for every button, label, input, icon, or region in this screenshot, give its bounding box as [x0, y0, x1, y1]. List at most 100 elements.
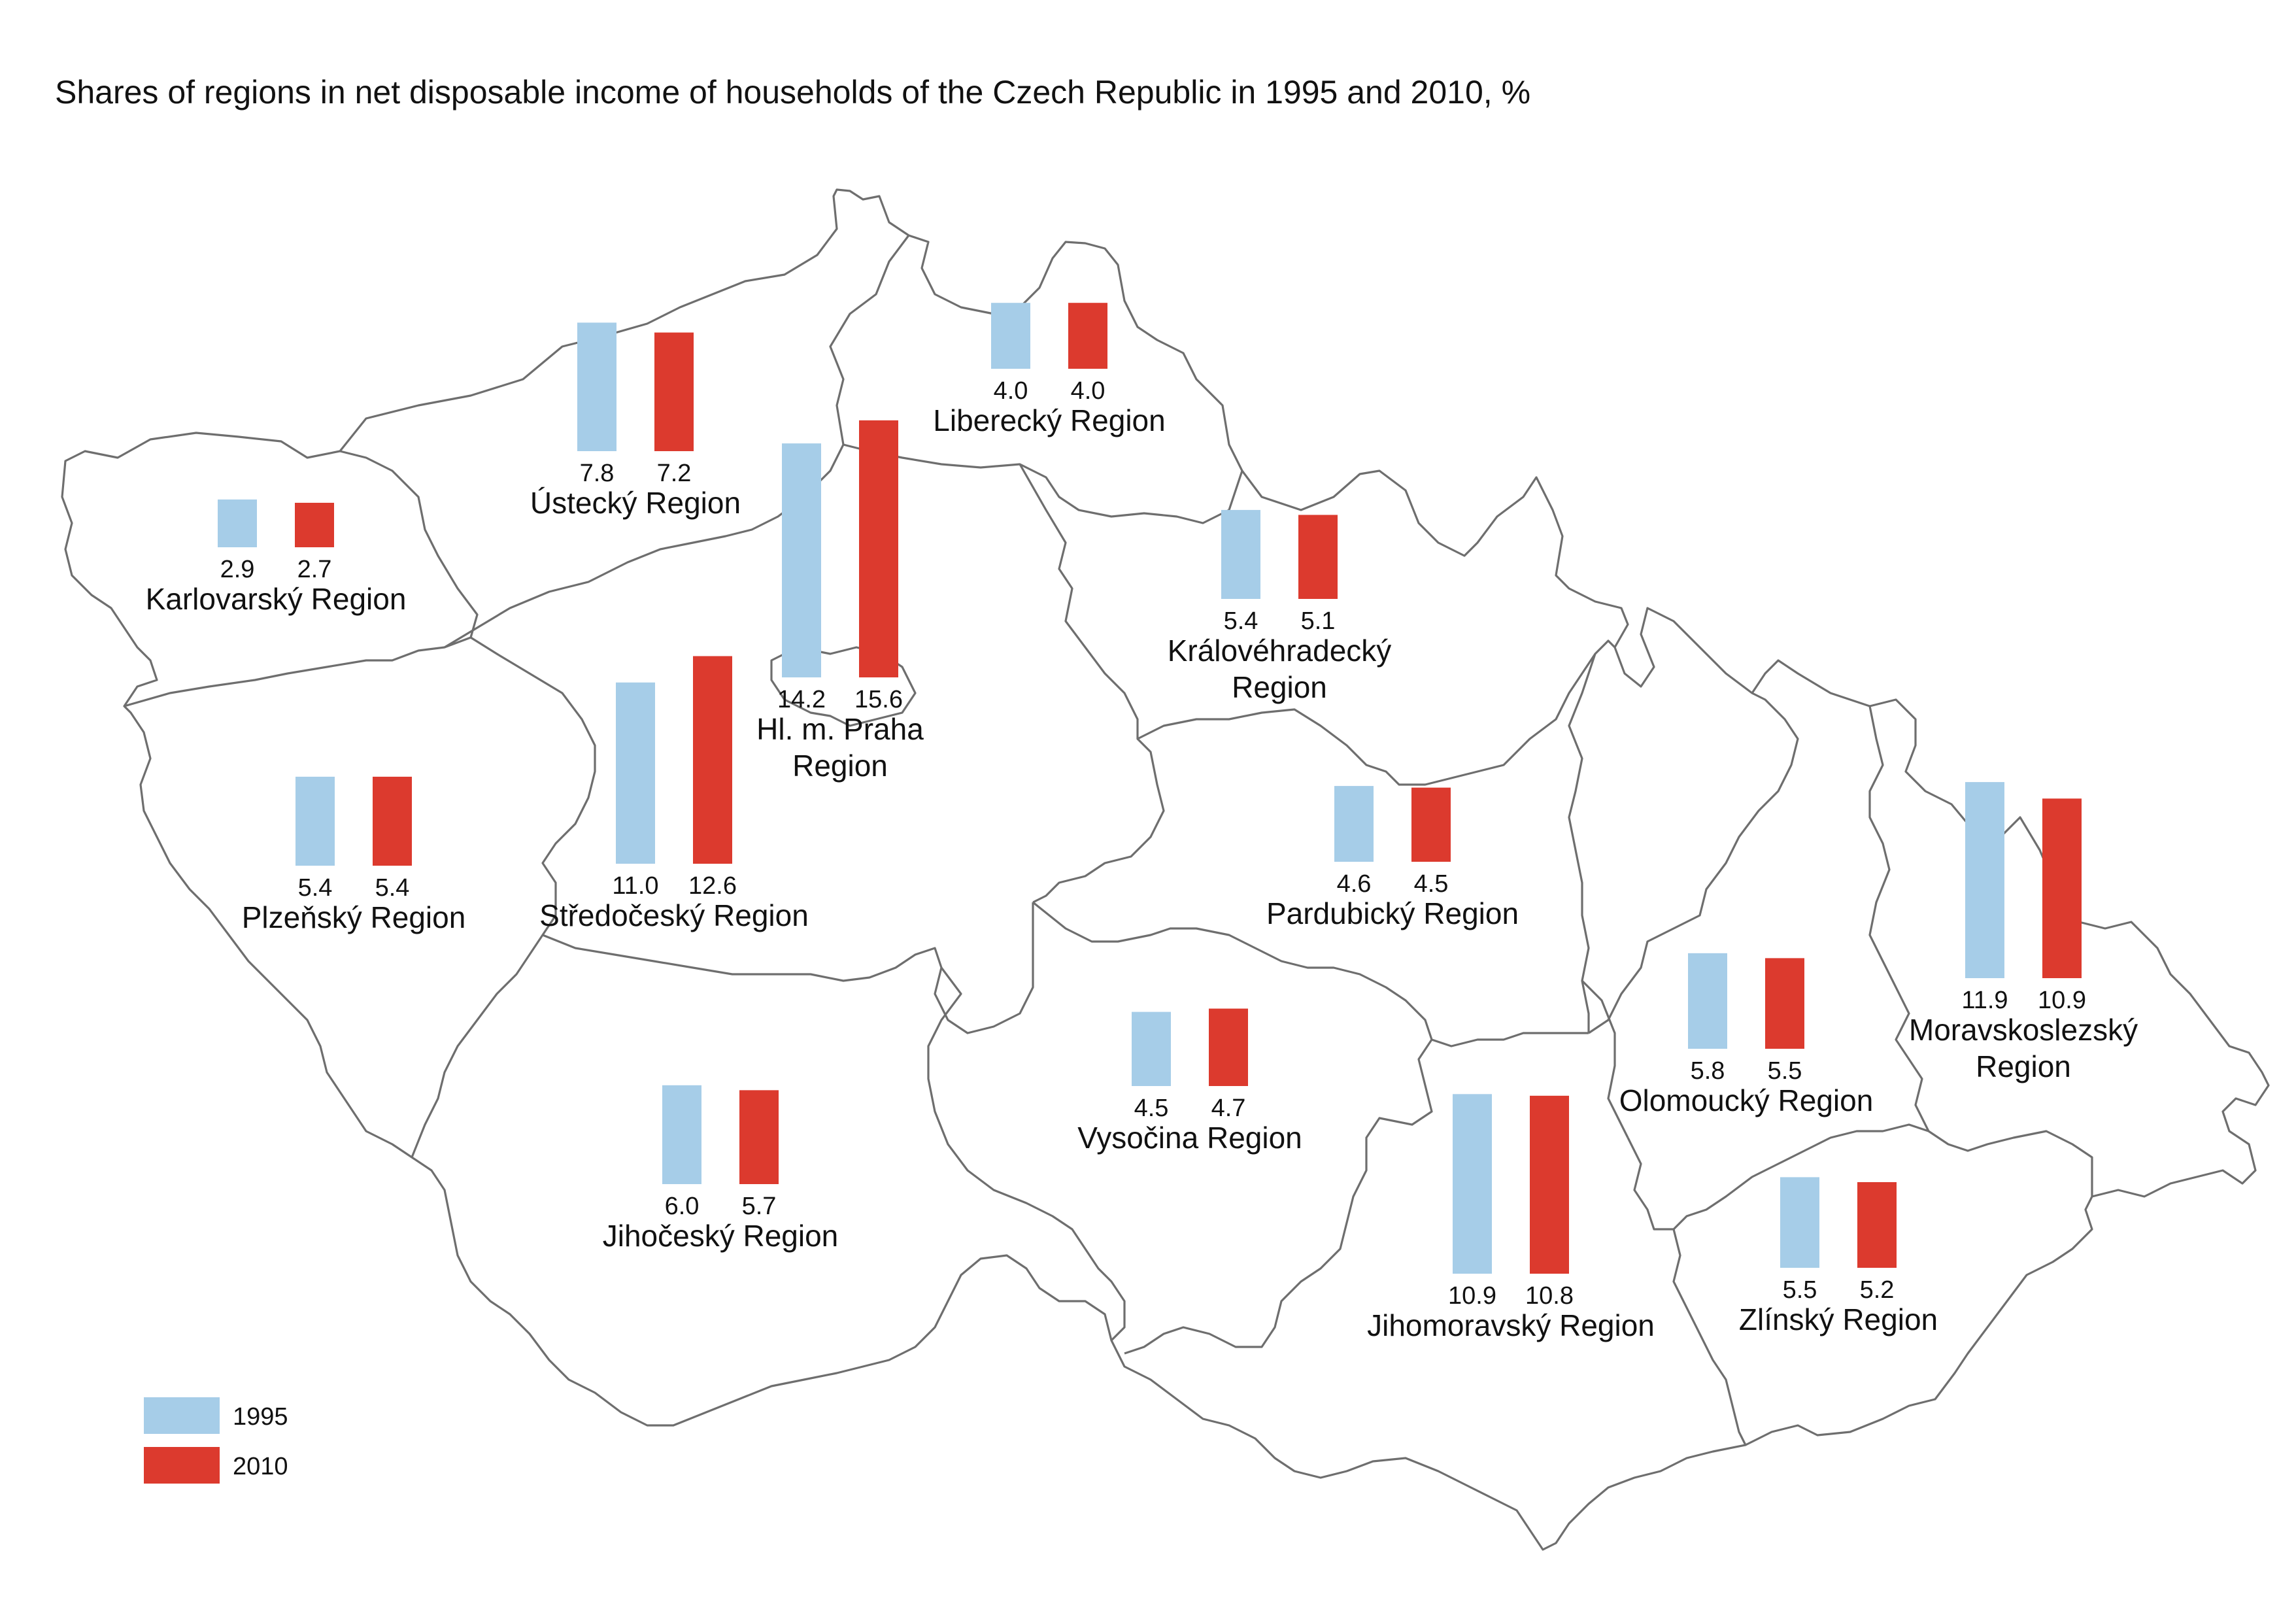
value-label-pardubick-region-2010: 4.5	[1414, 870, 1449, 898]
bar-moravskoslezsk-region-2010	[2042, 798, 2082, 978]
region-name-vyso-ina-region: Vysočina Region	[1077, 1121, 1302, 1155]
bar-layer	[218, 303, 2082, 1274]
border-vysocina-north	[1032, 901, 1589, 1047]
chart-title: Shares of regions in net disposable inco…	[55, 74, 1531, 110]
border-zlinsky	[1627, 1123, 1929, 1231]
bar-hl-m-praha-region-2010	[859, 420, 898, 677]
border-ustecky	[444, 235, 910, 649]
value-label-pardubick-region-1995: 4.6	[1337, 870, 1372, 898]
value-label-moravskoslezsk-region-1995: 11.9	[1961, 987, 2008, 1014]
bar-plze-sk-region-2010	[373, 776, 412, 866]
border-praha	[770, 646, 917, 727]
value-label-jihomoravsk-region-1995: 10.9	[1448, 1282, 1496, 1310]
bar-jihomoravsk-region-2010	[1530, 1095, 1569, 1274]
bar-hl-m-praha-region-1995	[782, 443, 821, 677]
region-name-pardubick-region: Pardubický Region	[1266, 896, 1519, 930]
border-stredocesky-south	[542, 902, 1034, 1034]
bar-moravskoslezsk-region-1995	[1965, 782, 2004, 978]
bar-pardubick-region-2010	[1411, 787, 1451, 862]
border-olomoucky-moravsko	[1868, 706, 2093, 1197]
region-name-plze-sk-region: Plzeňský Region	[242, 900, 466, 934]
region-name-hl-m-praha-region-line1: Hl. m. Praha	[756, 712, 924, 746]
value-label-st-edo-esk-region-1995: 11.0	[612, 872, 658, 900]
border-jihomoravsky-west	[1124, 1039, 1433, 1355]
legend-swatch-2010	[144, 1447, 220, 1484]
region-name-moravskoslezsk-region-line2: Region	[1976, 1049, 2071, 1083]
region-name--steck-region: Ústecký Region	[530, 486, 741, 520]
bar-jiho-esk-region-2010	[739, 1090, 779, 1184]
region-name-kr-lov-hradeck-region-line2: Region	[1232, 670, 1327, 704]
bar-st-edo-esk-region-1995	[616, 682, 655, 864]
bar-olomouck-region-2010	[1765, 958, 1804, 1049]
bar-kr-lov-hradeck-region-1995	[1221, 509, 1260, 599]
value-label-karlovarsk-region-2010: 2.7	[297, 556, 332, 583]
bar-plze-sk-region-1995	[295, 776, 335, 866]
value-label-kr-lov-hradeck-region-2010: 5.1	[1301, 607, 1336, 635]
region-name-moravskoslezsk-region-line1: Moravskoslezský	[1909, 1013, 2138, 1047]
border-plzensky-east	[411, 636, 596, 1158]
value-label-hl-m-praha-region-2010: 15.6	[854, 686, 903, 713]
value-label--steck-region-2010: 7.2	[657, 460, 692, 487]
value-label-plze-sk-region-1995: 5.4	[298, 874, 333, 902]
bar-libereck-region-1995	[991, 303, 1030, 369]
value-label-libereck-region-2010: 4.0	[1071, 377, 1106, 405]
border-jihomoravsky-east	[1581, 979, 1629, 1138]
value-label-vyso-ina-region-1995: 4.5	[1134, 1095, 1169, 1122]
bar-vyso-ina-region-2010	[1209, 1008, 1248, 1086]
value-label-st-edo-esk-region-2010: 12.6	[688, 872, 737, 900]
bar-jiho-esk-region-1995	[662, 1085, 701, 1184]
bar-vyso-ina-region-1995	[1132, 1012, 1171, 1086]
bar-zl-nsk-region-1995	[1780, 1177, 1819, 1268]
bar-zl-nsk-region-2010	[1857, 1182, 1897, 1268]
bar-kr-lov-hradeck-region-2010	[1298, 515, 1338, 599]
region-outlines	[61, 188, 2270, 1551]
value-label-olomouck-region-1995: 5.8	[1691, 1057, 1725, 1085]
border-kralovehradecky	[1137, 639, 1616, 786]
value-label-vyso-ina-region-2010: 4.7	[1211, 1095, 1246, 1122]
region-name-olomouck-region: Olomoucký Region	[1619, 1083, 1874, 1117]
value-label-zl-nsk-region-1995: 5.5	[1783, 1276, 1817, 1304]
border-stredocesky-east	[1019, 464, 1165, 904]
border-pardubicky-east	[1568, 653, 1596, 1033]
value-label-hl-m-praha-region-1995: 14.2	[777, 686, 826, 713]
country-border	[61, 188, 2270, 1551]
legend: 1995 2010	[144, 1397, 288, 1484]
value-label-jihomoravsk-region-2010: 10.8	[1525, 1282, 1574, 1310]
bar--steck-region-1995	[577, 322, 616, 451]
region-name-kr-lov-hradeck-region-line1: Královéhradecký	[1168, 634, 1392, 668]
legend-label-1995: 1995	[233, 1403, 288, 1431]
bar-olomouck-region-1995	[1688, 953, 1727, 1049]
region-name-st-edo-esk-region: Středočeský Region	[539, 898, 809, 932]
region-name-jiho-esk-region: Jihočeský Region	[603, 1219, 839, 1253]
region-name-hl-m-praha-region-line2: Region	[792, 749, 888, 783]
value-label-moravskoslezsk-region-2010: 10.9	[2038, 987, 2086, 1014]
bar--steck-region-2010	[654, 332, 694, 451]
bar-pardubick-region-1995	[1334, 786, 1374, 862]
value-label-jiho-esk-region-2010: 5.7	[742, 1193, 777, 1220]
value-label-karlovarsk-region-1995: 2.9	[220, 556, 255, 583]
border-liberecky	[843, 443, 1243, 524]
bar-jihomoravsk-region-1995	[1453, 1094, 1492, 1274]
bar-karlovarsk-region-1995	[218, 499, 257, 547]
legend-swatch-1995	[144, 1397, 220, 1434]
value-label-jiho-esk-region-1995: 6.0	[665, 1193, 700, 1220]
region-name-zl-nsk-region: Zlínský Region	[1739, 1302, 1938, 1336]
border-zlinsky-south	[1672, 1229, 1747, 1446]
border-jihocesky-vysocina	[927, 967, 1126, 1342]
bar-st-edo-esk-region-2010	[693, 656, 732, 864]
value-label-libereck-region-1995: 4.0	[994, 377, 1028, 405]
region-name-libereck-region: Liberecký Region	[933, 403, 1165, 437]
value-label-plze-sk-region-2010: 5.4	[375, 874, 410, 902]
legend-label-2010: 2010	[233, 1453, 288, 1480]
bar-libereck-region-2010	[1068, 303, 1107, 369]
region-name-jihomoravsk-region: Jihomoravský Region	[1367, 1308, 1655, 1342]
value-label-zl-nsk-region-2010: 5.2	[1860, 1276, 1895, 1304]
value-label--steck-region-1995: 7.8	[580, 460, 615, 487]
region-name-karlovarsk-region: Karlovarský Region	[146, 582, 407, 616]
border-olomoucky	[1588, 692, 1799, 1034]
bar-karlovarsk-region-2010	[295, 502, 334, 547]
value-label-kr-lov-hradeck-region-1995: 5.4	[1224, 607, 1258, 635]
value-label-olomouck-region-2010: 5.5	[1768, 1057, 1802, 1085]
